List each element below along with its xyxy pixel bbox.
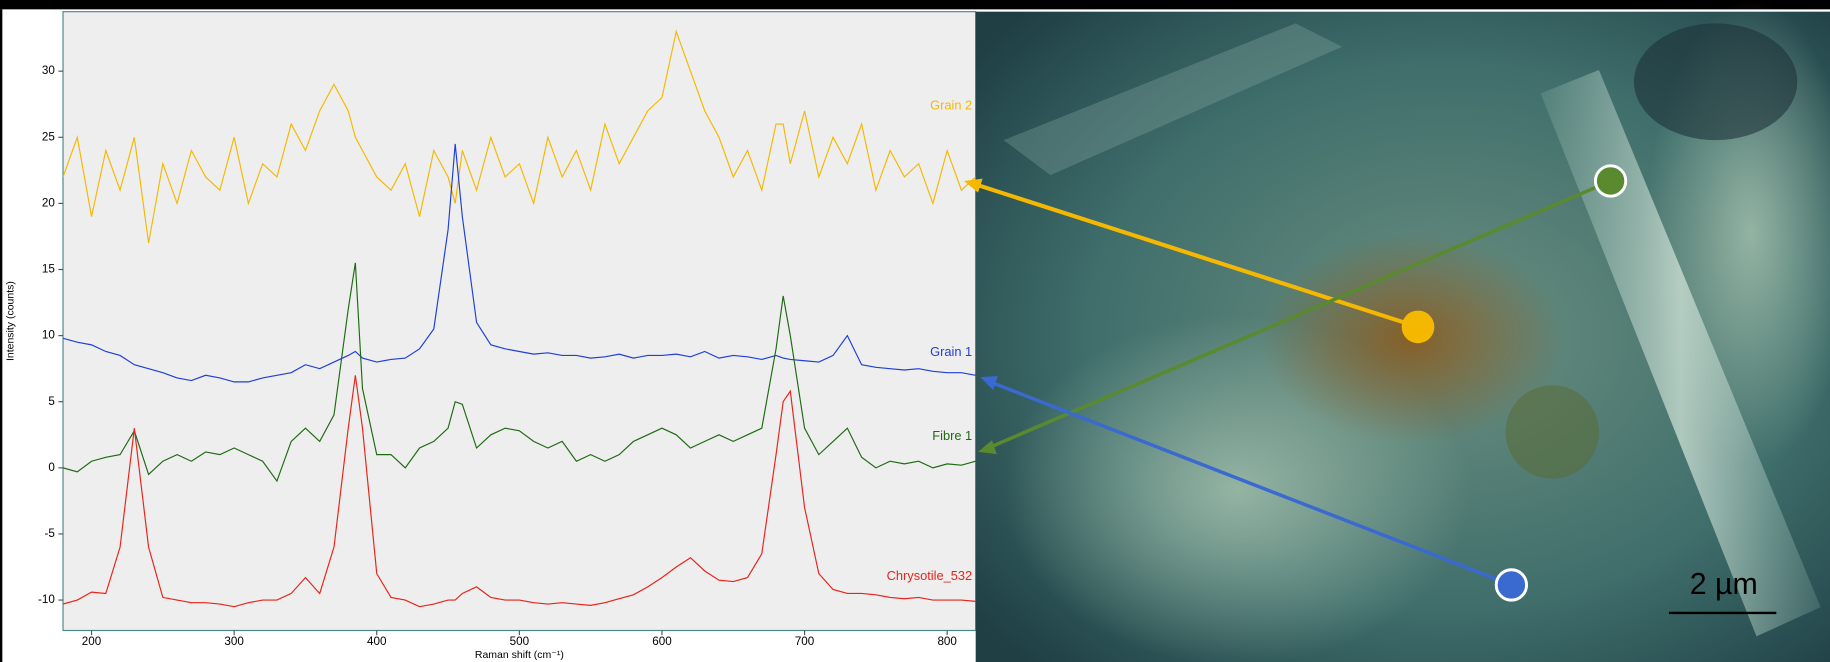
y-tick-label: 10 <box>42 329 55 342</box>
plot-lines <box>63 29 976 608</box>
arrowhead <box>978 440 997 455</box>
spectrum-line <box>63 375 976 608</box>
marker-grain2 <box>1401 310 1435 344</box>
y-tick-label: 0 <box>48 461 55 474</box>
spectrum-line <box>63 143 976 383</box>
y-tick-label: 30 <box>42 64 55 77</box>
x-tick-label: 500 <box>510 635 530 648</box>
y-tick-label: 25 <box>42 130 55 143</box>
x-tick-label: 700 <box>795 635 815 648</box>
spectrum-line <box>63 262 976 483</box>
y-tick-label: 15 <box>42 263 55 276</box>
x-axis-label: Raman shift (cm⁻¹) <box>475 649 564 661</box>
fibre <box>1540 70 1821 637</box>
x-tick-label: 300 <box>224 635 244 648</box>
series-label: Chrysotile_532 <box>887 568 973 583</box>
x-tick-label: 200 <box>82 635 102 648</box>
arrowhead <box>964 178 983 193</box>
series-label: Grain 1 <box>930 344 972 359</box>
y-tick-label: 20 <box>42 196 55 209</box>
micrograph: 2 µm <box>964 0 1830 662</box>
scale-bar-label: 2 µm <box>1690 568 1758 601</box>
y-tick-label: 5 <box>48 395 54 408</box>
arrowhead <box>980 375 998 390</box>
plot-area <box>62 11 977 632</box>
marker-grain1 <box>1494 568 1529 602</box>
arrow-grain1 <box>989 380 1513 587</box>
arrow-grain2 <box>971 181 1419 329</box>
y-tick-label: -10 <box>38 593 55 606</box>
grain <box>1505 385 1599 479</box>
series-label: Fibre 1 <box>932 428 972 443</box>
fibre <box>1003 23 1343 176</box>
y-axis-label: Intensity (counts) <box>4 281 16 361</box>
x-tick-label: 800 <box>937 635 957 648</box>
left-border <box>0 9 3 662</box>
x-tick-label: 600 <box>652 635 672 648</box>
x-tick-label: 400 <box>367 635 387 648</box>
y-tick-label: -5 <box>44 527 54 540</box>
arrow-fibre1 <box>986 179 1612 450</box>
dark-region <box>1633 23 1798 141</box>
spectrum-line <box>63 29 976 244</box>
series-label: Grain 2 <box>930 98 972 113</box>
top-border <box>0 0 1830 10</box>
marker-fibre1 <box>1593 164 1628 198</box>
